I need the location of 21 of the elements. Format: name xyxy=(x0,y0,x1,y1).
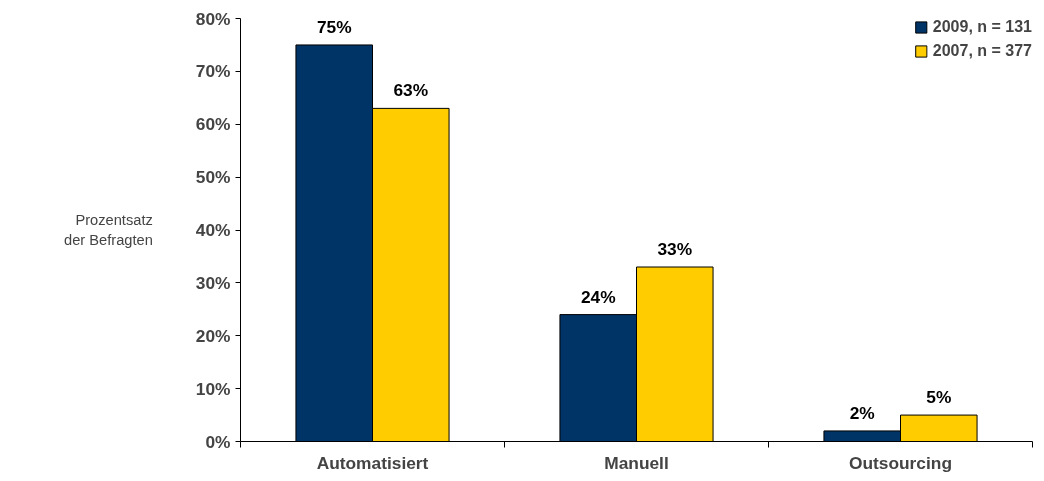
x-tick-label: Automatisiert xyxy=(316,452,429,473)
x-tick-label: Manuell xyxy=(604,452,669,473)
y-tick-label: 70% xyxy=(195,61,231,82)
data-label: 2% xyxy=(849,402,875,423)
y-tick-label: 30% xyxy=(195,272,231,293)
data-label: 5% xyxy=(926,387,952,408)
legend-label: 2007, n = 377 xyxy=(932,42,1032,60)
y-tick-label: 60% xyxy=(195,114,231,135)
y-axis-title: Prozentsatz der Befragten xyxy=(64,212,153,248)
y-tick-label: 80% xyxy=(195,8,231,29)
y-tick-label: 20% xyxy=(195,325,231,346)
y-tick-label: 10% xyxy=(195,378,231,399)
data-label: 75% xyxy=(316,16,352,37)
data-label: 63% xyxy=(393,80,429,101)
legend-label: 2009, n = 131 xyxy=(932,18,1032,36)
x-tick-label: Outsourcing xyxy=(849,452,953,473)
y-tick-label: 40% xyxy=(195,220,231,240)
y-tick-label: 50% xyxy=(195,167,231,188)
y-tick-label: 0% xyxy=(205,431,231,452)
data-label: 33% xyxy=(657,239,693,260)
data-label: 24% xyxy=(580,286,616,307)
